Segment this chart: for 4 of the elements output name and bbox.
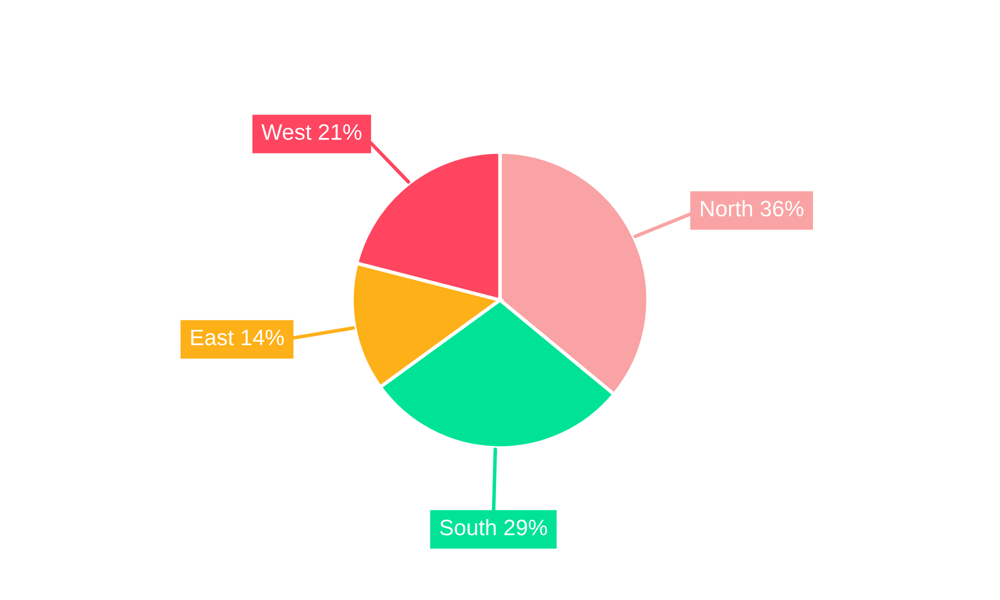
slice-label: North 36% [700,200,804,216]
slice-label: South 29% [440,519,547,536]
slice-label: East 14% [191,330,284,346]
slice-label: West 21% [261,124,362,140]
